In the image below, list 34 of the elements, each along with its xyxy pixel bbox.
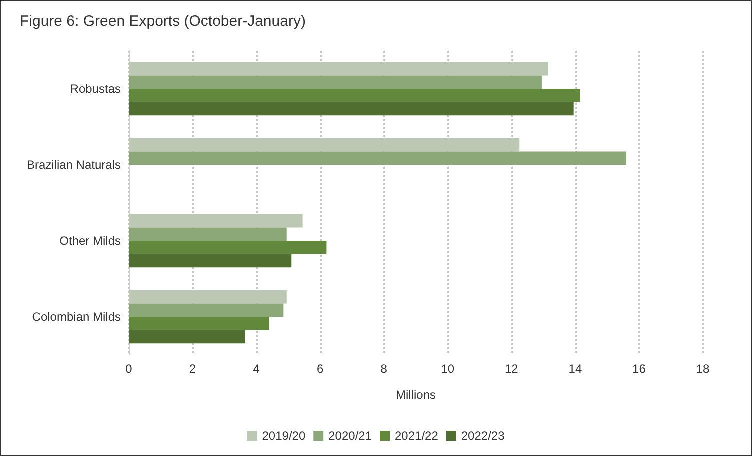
bar: [129, 290, 287, 304]
bar: [129, 138, 520, 152]
x-tick-label: 8: [380, 362, 388, 376]
y-tick-label: Other Milds: [60, 234, 121, 248]
bar: [129, 317, 270, 330]
bar: [129, 330, 246, 344]
x-tick-label: 2: [189, 362, 196, 376]
x-tick-label: 0: [126, 362, 133, 376]
legend-label: 2020/21: [328, 429, 372, 443]
x-axis-title: Millions: [396, 388, 436, 402]
y-tick-label: Robustas: [70, 82, 121, 96]
bar: [129, 102, 574, 116]
x-tick-label: 10: [441, 362, 455, 376]
y-tick-label: Brazilian Naturals: [26, 158, 121, 172]
x-tick-label: 12: [504, 362, 519, 376]
bar: [129, 254, 292, 268]
legend-label: 2021/22: [395, 429, 439, 443]
chart-title: Figure 6: Green Exports (October-January): [20, 13, 306, 30]
bar: [129, 228, 287, 241]
x-tick-label: 14: [568, 362, 582, 376]
bar: [129, 62, 548, 76]
bar: [129, 76, 542, 89]
bar: [129, 241, 327, 254]
bar: [129, 152, 626, 165]
x-tick-label: 4: [253, 362, 260, 376]
y-tick-label: Colombian Milds: [32, 310, 121, 324]
x-tick-label: 16: [632, 362, 646, 376]
legend-label: 2019/20: [262, 429, 306, 443]
bar: [129, 89, 580, 102]
bar: [129, 304, 284, 317]
x-tick-label: 18: [696, 362, 710, 376]
x-tick-label: 6: [316, 362, 324, 376]
bar: [129, 214, 303, 228]
legend-label: 2022/23: [461, 429, 506, 443]
